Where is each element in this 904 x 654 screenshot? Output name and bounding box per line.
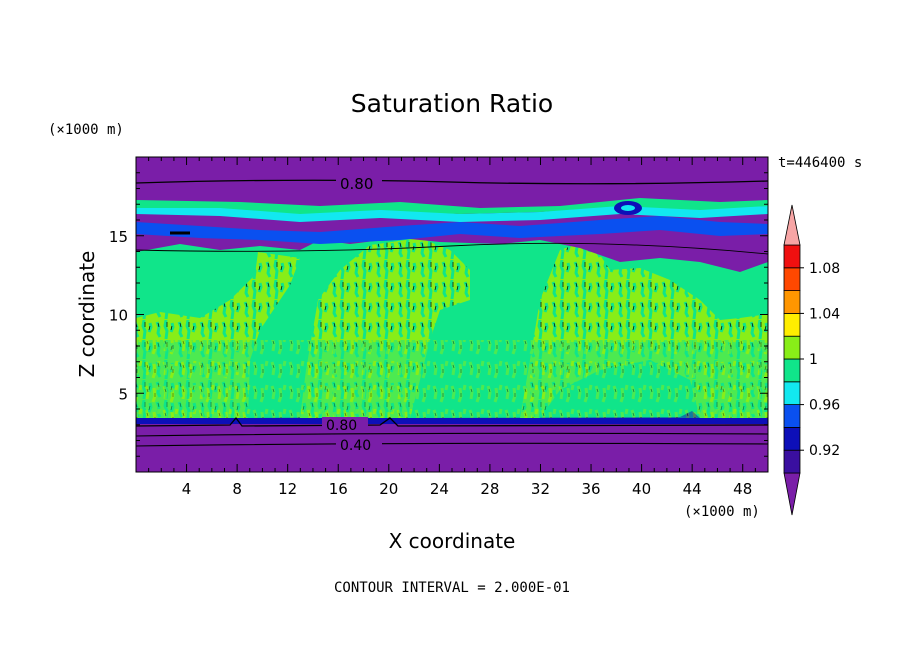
contour-line-080-bottom [136, 416, 768, 427]
colorbar-box [783, 449, 801, 474]
x-axis-label: X coordinate [389, 529, 516, 553]
colorbar-label: 1 [809, 352, 818, 368]
colorbar-box [783, 244, 801, 269]
upper-cyan-filaments [136, 204, 768, 222]
colorbar-box [783, 267, 801, 291]
colorbar-box [783, 426, 801, 451]
colorbar-box [783, 404, 801, 428]
colorbar-box [783, 312, 801, 337]
x-tick-label: 20 [379, 480, 398, 498]
x-tick-label: 12 [278, 480, 297, 498]
x-tick-label: 8 [232, 480, 242, 498]
contour-label-080-top: 0.80 [340, 175, 373, 193]
contour-label-040: 0.40 [340, 438, 371, 454]
x-tick-label: 4 [182, 480, 192, 498]
contour-line-080-top [136, 179, 768, 185]
contour-label-group: 0.80 0.80 0.40 [322, 173, 382, 454]
x-tick-label: 36 [581, 480, 600, 498]
time-label: t=446400 s [778, 155, 862, 171]
contour-interval-footer: CONTOUR INTERVAL = 2.000E-01 [334, 580, 570, 596]
colorbar-under-triangle [783, 472, 801, 516]
upper-green-strip [136, 198, 768, 214]
x-tick-label: 44 [683, 480, 702, 498]
colorbar-over-triangle [783, 204, 801, 246]
x-tick-label: 16 [329, 480, 348, 498]
z-tick-label: 5 [118, 385, 128, 403]
colorbar-box [783, 381, 801, 405]
contour-line-060 [136, 432, 768, 437]
x-tick-label: 32 [531, 480, 550, 498]
contour-label-080-bottom: 0.80 [326, 418, 357, 434]
upper-cyan-blob [621, 205, 635, 211]
moist-region-speckle-strip [136, 340, 768, 418]
z-ticks: 5 10 15 [109, 172, 768, 457]
top-dry-band [136, 157, 768, 197]
x-tick-label: 24 [430, 480, 449, 498]
x-unit-label: (×1000 m) [684, 504, 760, 520]
colorbar-label: 1.08 [809, 261, 840, 277]
x-tick-label: 48 [733, 480, 752, 498]
colorbar-label: 1.04 [809, 306, 840, 322]
x-ticks: 4 8 12 16 20 24 28 32 36 40 44 48 [148, 157, 756, 498]
z-tick-label: 10 [109, 307, 128, 325]
x-tick-label: 28 [480, 480, 499, 498]
y-axis-label: Z coordinate [75, 251, 99, 378]
colorbar-box [783, 335, 801, 360]
upper-blue-filaments [136, 216, 768, 244]
colorbar-box [783, 290, 801, 314]
colorbar: 0.92 0.96 1 1.04 1.08 [783, 204, 840, 516]
z-unit-label: (×1000 m) [48, 122, 124, 138]
contour-field [136, 157, 768, 472]
colorbar-label: 0.92 [809, 443, 840, 459]
colorbar-label: 0.96 [809, 398, 840, 414]
lower-band-edge [136, 408, 768, 424]
contour-line-mid-upper [136, 242, 768, 255]
contour-line-040 [136, 442, 768, 447]
x-tick-label: 40 [632, 480, 651, 498]
z-tick-label: 15 [109, 228, 128, 246]
colorbar-box [783, 358, 801, 383]
chart-title: Saturation Ratio [351, 89, 553, 118]
